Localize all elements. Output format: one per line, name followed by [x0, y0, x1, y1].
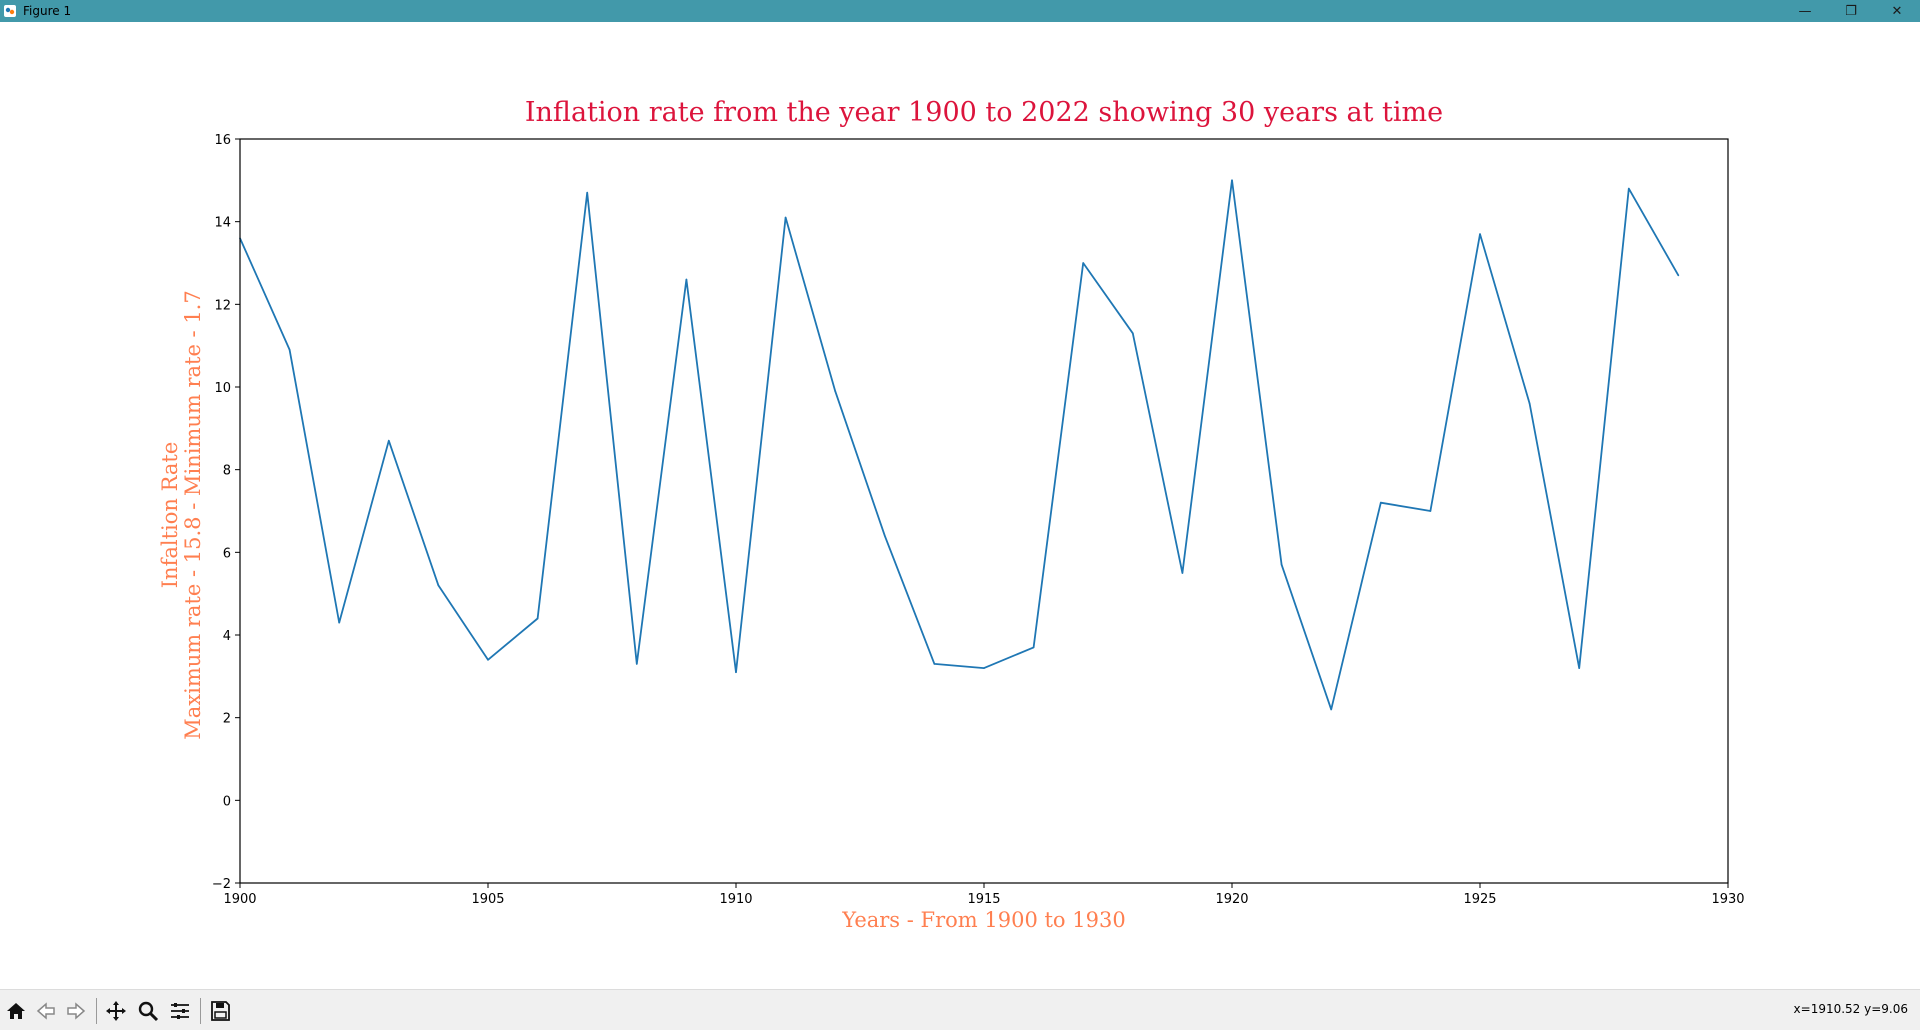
y-tick-label: 12 — [214, 298, 231, 313]
y-tick-label: 8 — [223, 464, 231, 479]
y-tick-label: 6 — [223, 546, 231, 561]
data-point — [983, 667, 985, 669]
data-point — [685, 278, 688, 281]
restore-button[interactable]: ❐ — [1845, 3, 1857, 19]
toolbar-separator — [96, 998, 97, 1024]
data-point — [1231, 179, 1233, 182]
close-button[interactable]: ✕ — [1891, 3, 1903, 19]
data-point — [834, 390, 836, 392]
data-point — [1082, 262, 1084, 264]
data-point — [1330, 708, 1332, 711]
configure-subplots-icon[interactable] — [166, 998, 194, 1024]
y-axis-label-line-1: Infaltion Rate — [158, 442, 182, 589]
home-icon[interactable] — [2, 998, 30, 1024]
x-tick-label: 1910 — [719, 892, 752, 907]
x-tick-label: 1915 — [967, 892, 1000, 907]
y-tick-label: 14 — [214, 216, 231, 231]
chart-title: Inflation rate from the year 1900 to 202… — [525, 97, 1443, 128]
pan-icon[interactable] — [102, 998, 130, 1024]
y-tick-label: 10 — [214, 381, 231, 396]
data-point — [1132, 332, 1134, 335]
toolbar-separator — [200, 998, 201, 1024]
x-tick-label: 1905 — [471, 892, 504, 907]
axis-ticks: 1900 1905 1910 1915 1920 1925 1930 −2 0 2 4 6 8 10 12 1… — [212, 133, 1745, 907]
figure-app-icon — [4, 5, 16, 17]
data-point — [1280, 563, 1283, 566]
data-point — [536, 617, 539, 620]
y-tick-label: 0 — [223, 794, 231, 809]
figure-canvas[interactable]: Inflation rate from the year 1900 to 202… — [0, 22, 1920, 989]
data-point — [1380, 501, 1382, 504]
y-axis-label-line-2: Maximum rate - 15.8 - Minimum rate - 1.7 — [181, 290, 205, 739]
x-tick-label: 1925 — [1463, 892, 1496, 907]
navigation-toolbar: x=1910.52 y=9.06 — [0, 989, 1920, 1030]
data-point — [1429, 510, 1432, 512]
data-point — [1578, 667, 1580, 669]
data-point — [338, 621, 341, 624]
data-point — [437, 584, 440, 587]
data-point — [884, 535, 886, 537]
save-icon[interactable] — [206, 998, 234, 1024]
x-tick-label: 1920 — [1215, 892, 1248, 907]
data-point — [487, 659, 489, 661]
plot-frame — [239, 138, 1729, 884]
back-icon[interactable] — [32, 998, 60, 1024]
window-titlebar: Figure 1 — ❐ ✕ — [0, 0, 1920, 22]
data-point — [288, 349, 291, 351]
cursor-coordinates: x=1910.52 y=9.06 — [1793, 1002, 1908, 1016]
series-layer — [239, 179, 1680, 711]
data-point — [586, 191, 588, 194]
data-point — [933, 663, 936, 665]
y-tick-label: 16 — [214, 133, 231, 148]
minimize-button[interactable]: — — [1798, 3, 1812, 19]
data-point — [636, 663, 638, 665]
series-line — [239, 179, 1680, 711]
window-controls: — ❐ ✕ — [1782, 0, 1920, 22]
x-axis-label: Years - From 1900 to 1930 — [841, 908, 1125, 932]
x-tick-label: 1900 — [223, 892, 256, 907]
x-tick-label: 1930 — [1711, 892, 1744, 907]
data-point — [784, 216, 787, 219]
data-point — [1528, 402, 1531, 405]
y-tick-label: 4 — [223, 629, 231, 644]
data-point — [1628, 187, 1630, 190]
line-chart: Inflation rate from the year 1900 to 202… — [158, 97, 1745, 932]
data-point — [1677, 274, 1680, 277]
window-title: Figure 1 — [23, 4, 72, 18]
forward-icon[interactable] — [62, 998, 90, 1024]
y-tick-label: 2 — [223, 712, 231, 727]
data-point — [735, 671, 737, 673]
data-point — [1479, 233, 1481, 235]
data-point — [1181, 572, 1184, 574]
data-point — [388, 439, 390, 442]
data-point — [1032, 646, 1035, 649]
zoom-icon[interactable] — [134, 998, 162, 1024]
y-tick-label: −2 — [212, 877, 231, 892]
